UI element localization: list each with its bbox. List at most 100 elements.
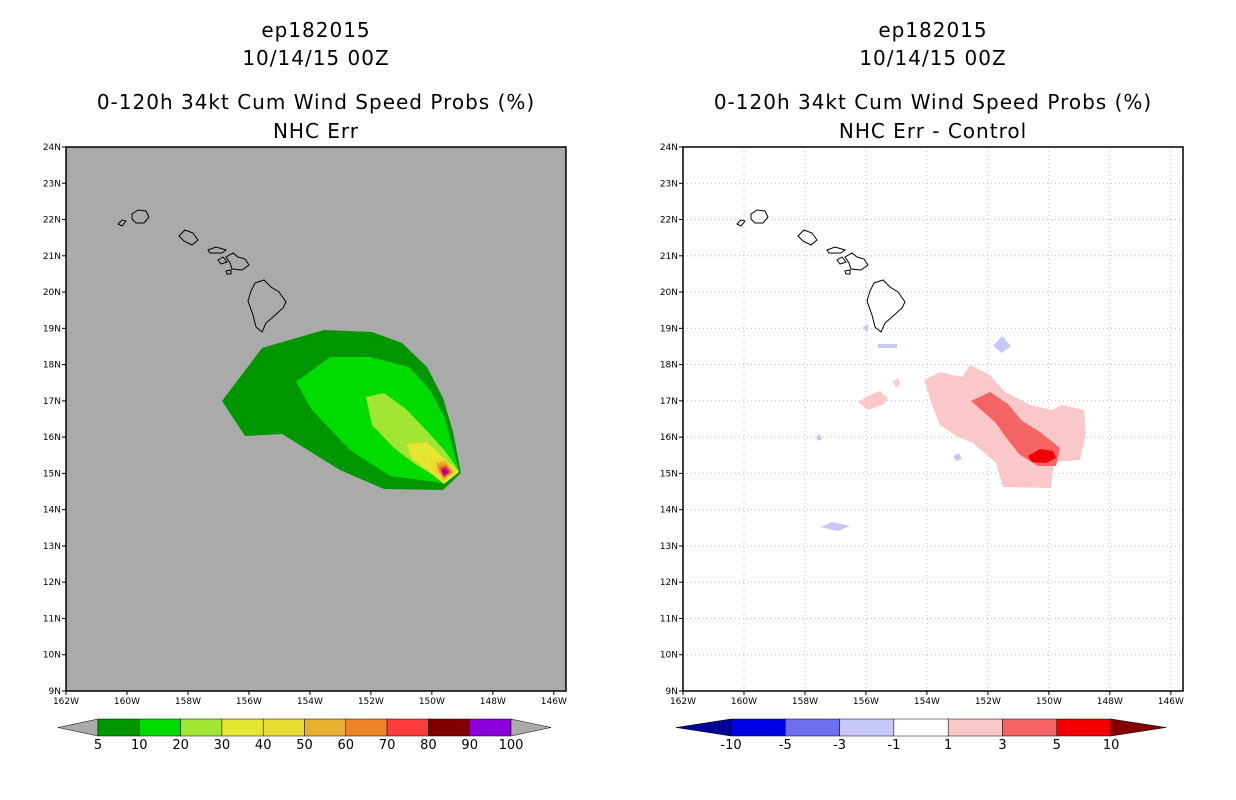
colorbar-label: -5: [779, 738, 792, 753]
lon-tick-label: 156W: [853, 697, 879, 707]
lat-tick-label: 10N: [660, 651, 678, 661]
lon-tick-label: 146W: [541, 697, 567, 707]
lat-tick-label: 17N: [43, 397, 61, 407]
left-title-storm: ep182015: [261, 18, 371, 42]
lon-tick-label: 154W: [297, 697, 323, 707]
colorbar-label: 90: [461, 738, 478, 753]
diff-contour-minus1-f: [820, 522, 850, 531]
island-kauai: [131, 209, 150, 224]
colorbar-left-arrow: [57, 718, 99, 737]
colorbar-swatch: [1002, 718, 1058, 737]
lat-tick-label: 17N: [660, 397, 678, 407]
diff-contour-plus3: [971, 392, 1060, 466]
right-hawaiian-islands: [736, 209, 906, 333]
lat-tick-label: 12N: [43, 578, 61, 588]
lat-tick-label: 9N: [666, 687, 678, 697]
colorbar-swatch: [785, 718, 840, 737]
colorbar-swatch: [304, 718, 347, 737]
lat-tick-label: 10N: [43, 651, 61, 661]
lat-tick-label: 19N: [660, 324, 678, 334]
lat-tick-label: 18N: [660, 361, 678, 371]
lon-tick-label: 150W: [419, 697, 445, 707]
colorbar-swatch: [180, 718, 223, 737]
lat-tick-label: 11N: [43, 614, 61, 624]
lat-tick-label: 23N: [43, 179, 61, 189]
island-hawaii: [247, 279, 287, 333]
colorbar-swatch: [139, 718, 181, 737]
lat-tick-label: 20N: [43, 288, 61, 298]
colorbar-label: 3: [998, 738, 1006, 753]
island-hawaii: [866, 279, 906, 333]
lon-tick-label: 146W: [1158, 697, 1184, 707]
colorbar-swatch: [345, 718, 388, 737]
island-kahoolawe: [225, 269, 232, 275]
island-kauai: [750, 209, 769, 224]
island-kahoolawe: [844, 269, 851, 275]
lat-tick-label: 16N: [43, 433, 61, 443]
island-maui: [844, 252, 869, 271]
colorbar-swatch: [221, 718, 264, 737]
island-maui: [225, 252, 250, 271]
lat-tick-label: 19N: [43, 324, 61, 334]
colorbar-label: 70: [379, 738, 396, 753]
colorbar-swatch: [1056, 718, 1112, 737]
lat-tick-label: 22N: [660, 216, 678, 226]
lon-tick-label: 152W: [358, 697, 384, 707]
lat-tick-label: 15N: [43, 469, 61, 479]
lon-tick-label: 152W: [975, 697, 1001, 707]
right-map-background: [683, 147, 1183, 691]
lat-tick-label: 9N: [49, 687, 61, 697]
lat-tick-label: 20N: [660, 288, 678, 298]
diff-contour-plus5: [1028, 449, 1056, 463]
lon-tick-label: 148W: [480, 697, 506, 707]
diff-contour-minus1-b: [878, 344, 897, 348]
lat-tick-label: 18N: [43, 361, 61, 371]
right-title-product: 0-120h 34kt Cum Wind Speed Probs (%): [713, 90, 1153, 114]
diff-contour-minus1-e: [953, 453, 962, 461]
colorbar-swatch: [428, 718, 470, 737]
colorbar-label: 80: [420, 738, 437, 753]
island-niihau: [736, 219, 746, 227]
colorbar-label: 5: [94, 738, 102, 753]
lon-tick-label: 162W: [53, 697, 79, 707]
lat-tick-label: 14N: [43, 506, 61, 516]
colorbar-label: -1: [887, 738, 900, 753]
lon-tick-label: 162W: [670, 697, 696, 707]
lon-tick-label: 160W: [731, 697, 757, 707]
colorbar-swatch: [469, 718, 512, 737]
right-map-frame: [682, 146, 1184, 692]
lat-tick-label: 24N: [660, 143, 678, 153]
colorbar-label: 20: [172, 738, 189, 753]
island-oahu: [178, 229, 199, 246]
right-colorbar: -10 -5 -3 -1 1 3 5 10: [675, 718, 1167, 753]
prob-contour-90: [443, 470, 447, 474]
island-lanai: [836, 256, 847, 265]
lat-tick-label: 13N: [660, 542, 678, 552]
colorbar-label: 1: [944, 738, 952, 753]
colorbar-label: -3: [833, 738, 846, 753]
island-lanai: [217, 256, 228, 265]
lat-tick-label: 16N: [660, 433, 678, 443]
colorbar-right-arrow: [510, 718, 552, 737]
left-title-date: 10/14/15 00Z: [242, 46, 390, 70]
colorbar-label: 40: [255, 738, 272, 753]
lat-tick-label: 21N: [660, 252, 678, 262]
colorbar-left-arrow: [675, 718, 732, 737]
colorbar-label: 30: [214, 738, 231, 753]
colorbar-swatch: [730, 718, 786, 737]
island-molokai: [207, 246, 228, 254]
left-title-product: 0-120h 34kt Cum Wind Speed Probs (%): [96, 90, 536, 114]
lon-tick-label: 148W: [1097, 697, 1123, 707]
lon-tick-label: 154W: [914, 697, 940, 707]
right-map: 9N 10N 11N 12N 13N 14N 15N 16N 17N 18N 19N 20N 21N 22…: [660, 143, 1184, 753]
left-colorbar: 5 10 20 30 40 50 60 70 80 90 100: [57, 718, 552, 753]
lon-tick-label: 158W: [792, 697, 818, 707]
colorbar-label: 60: [338, 738, 355, 753]
colorbar-label: 5: [1053, 738, 1061, 753]
colorbar-swatch: [262, 718, 305, 737]
lon-tick-label: 156W: [236, 697, 262, 707]
colorbar-swatch: [839, 718, 895, 737]
colorbar-label: 10: [1103, 738, 1120, 753]
left-map-frame: [65, 146, 567, 692]
left-map: 9N 10N 11N 12N 13N 14N 15N 16N 17N 18N 19N 20N 21N 22…: [43, 143, 567, 753]
